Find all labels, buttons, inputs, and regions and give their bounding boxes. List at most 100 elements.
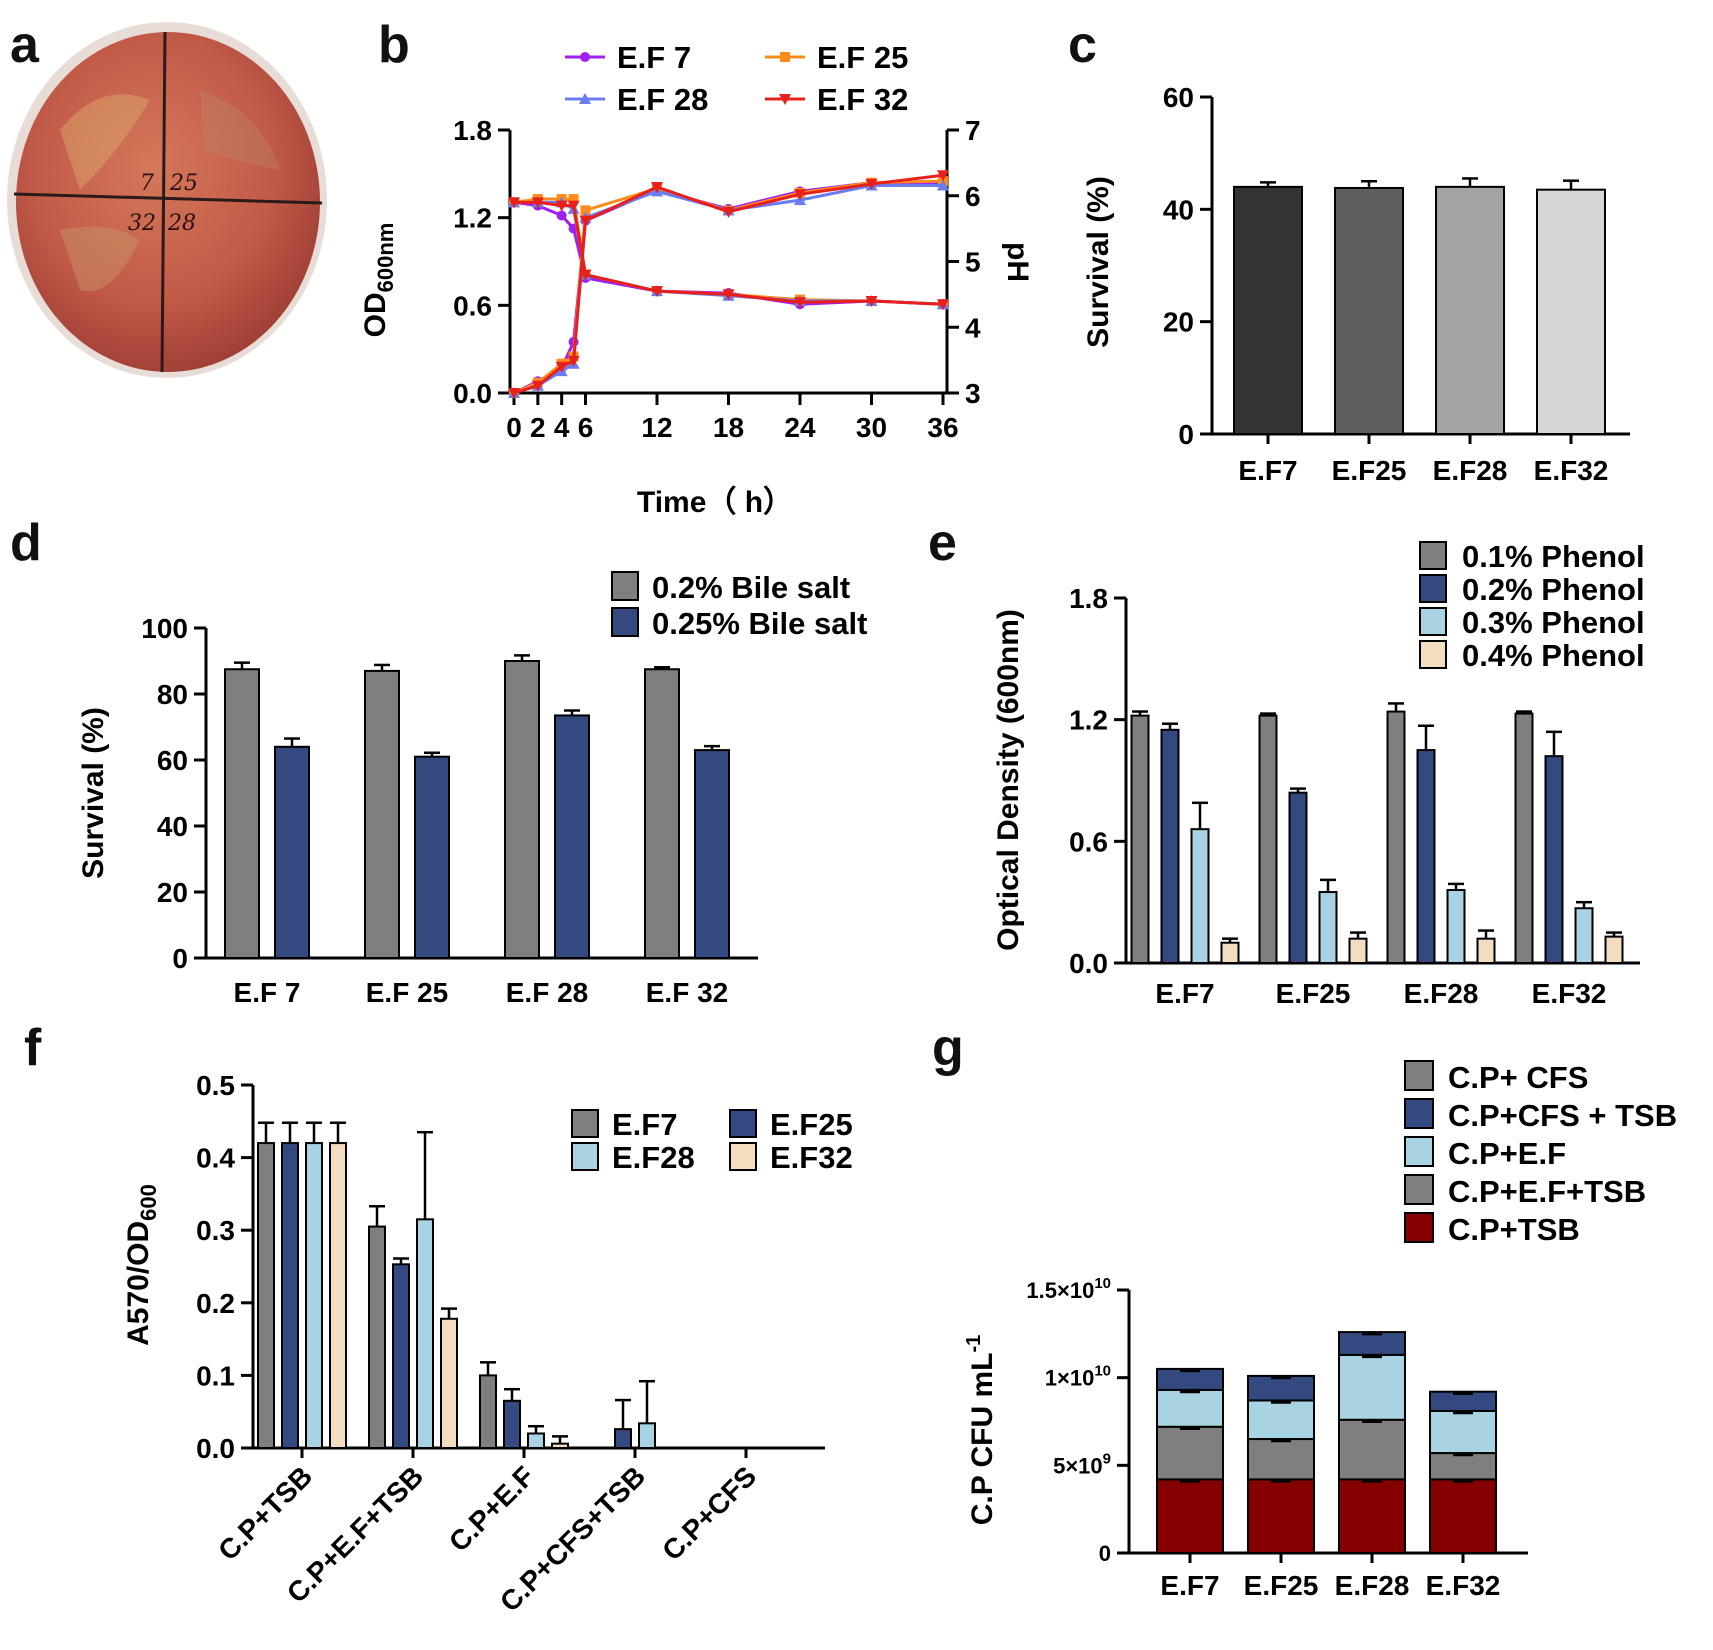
legend-label: C.P+ CFS	[1448, 1060, 1588, 1095]
panel-label-f: f	[24, 1019, 42, 1077]
legend-label: 0.1% Phenol	[1462, 539, 1645, 574]
bar	[503, 1399, 521, 1450]
legend-label: 0.25% Bile salt	[652, 606, 867, 641]
bar	[1160, 728, 1180, 964]
y2-tick-label: 3	[965, 378, 981, 409]
y-axis-label: Optical Density (600nm)	[992, 609, 1025, 951]
data-point	[555, 200, 568, 212]
bar-segment	[1156, 1425, 1224, 1481]
legend-label: 0.3% Phenol	[1462, 605, 1645, 640]
bar	[414, 755, 450, 960]
legend-swatch	[1404, 1098, 1434, 1129]
legend-label: E.F7	[612, 1107, 677, 1142]
legend-label: E.F 32	[817, 82, 908, 117]
y-tick-label: 80	[157, 679, 188, 710]
bar	[364, 669, 400, 960]
bar	[1476, 937, 1496, 965]
legend-swatch	[1404, 1212, 1434, 1243]
data-point	[865, 295, 878, 307]
x-tick-label: E.F28	[1335, 1570, 1410, 1601]
legend-label: E.F 7	[617, 40, 691, 75]
bar	[1386, 710, 1406, 964]
legend-swatch	[571, 1142, 599, 1171]
x-tick-label: E.F25	[1244, 1570, 1319, 1601]
legend-label: E.F 25	[817, 40, 908, 75]
bar-segment	[1247, 1399, 1315, 1441]
x-tick-label: 30	[856, 412, 887, 443]
y-tick-label: 60	[1163, 82, 1194, 113]
chart-f-legend: E.F7 E.F25 E.F28 E.F32	[571, 1107, 853, 1175]
bar-segment	[1247, 1478, 1315, 1554]
bar-segment	[1338, 1331, 1406, 1356]
bar	[1233, 185, 1303, 435]
bar	[527, 1432, 545, 1449]
legend-swatch	[1419, 607, 1447, 636]
x-tick-label: E.F7	[1155, 978, 1214, 1009]
bar	[305, 1142, 323, 1449]
bar	[1288, 791, 1308, 965]
panel-label-e: e	[928, 514, 957, 572]
bar-segment	[1429, 1409, 1497, 1455]
bar	[1190, 828, 1210, 965]
panel-label-a: a	[10, 16, 40, 74]
data-point	[508, 388, 520, 399]
x-tick-label: E.F32	[1534, 455, 1609, 486]
x-tick-label: E.F7	[1238, 455, 1297, 486]
colony-streak	[200, 90, 280, 170]
data-point	[579, 93, 591, 104]
dish-label: 7	[140, 171, 154, 196]
legend-swatch	[571, 1109, 599, 1138]
bar	[329, 1142, 347, 1449]
y-tick-label: 100	[141, 613, 188, 644]
bar-segment	[1247, 1374, 1315, 1402]
bar	[1220, 941, 1240, 965]
y-tick-label: 0.0	[196, 1433, 235, 1464]
legend-swatch	[729, 1142, 757, 1171]
bar	[1416, 749, 1436, 964]
y-tick-label: 40	[157, 811, 188, 842]
bar-segment	[1247, 1438, 1315, 1481]
bar	[638, 1422, 656, 1450]
data-point	[794, 297, 806, 309]
bar	[1334, 186, 1404, 435]
y-tick-label: 0.3	[196, 1215, 235, 1246]
data-point	[579, 215, 592, 227]
y-tick-label: 1.5×1010	[1026, 1275, 1111, 1303]
panel-label-c: c	[1068, 16, 1097, 74]
bar	[551, 1442, 569, 1450]
x-tick-label: 36	[927, 412, 958, 443]
bar	[1435, 185, 1505, 435]
legend-swatch	[1404, 1060, 1434, 1091]
data-point	[865, 179, 878, 191]
data-point	[580, 52, 590, 62]
bar	[1348, 937, 1368, 965]
x-tick-label: E.F 32	[646, 977, 728, 1008]
data-point	[555, 361, 568, 373]
x-tick-label: C.P+CFS	[656, 1460, 762, 1566]
data-point	[722, 206, 735, 218]
x-tick-label: C.P+E.F	[443, 1460, 540, 1557]
bar-segment	[1156, 1367, 1224, 1391]
x-tick-label: E.F28	[1404, 978, 1479, 1009]
x-axis-label: Time（ h）	[637, 485, 793, 519]
data-point	[580, 205, 591, 216]
dish-divider	[13, 192, 323, 205]
bar	[1514, 712, 1534, 964]
bar-segment	[1338, 1353, 1406, 1421]
legend-swatch	[729, 1109, 757, 1138]
bar-segment	[1429, 1452, 1497, 1481]
y-tick-label: 1.8	[1069, 583, 1108, 614]
bar	[1318, 891, 1338, 964]
panel-label-b: b	[378, 16, 410, 74]
y-tick-label: 1.2	[453, 203, 492, 234]
y-axis-label: Survival (%)	[1082, 176, 1115, 348]
bar-segment	[1338, 1478, 1406, 1554]
dish-label: 25	[169, 171, 198, 196]
x-tick-label: E.F25	[1276, 978, 1351, 1009]
bar	[1130, 714, 1150, 964]
data-point	[937, 170, 949, 182]
x-tick-label: 18	[713, 412, 744, 443]
